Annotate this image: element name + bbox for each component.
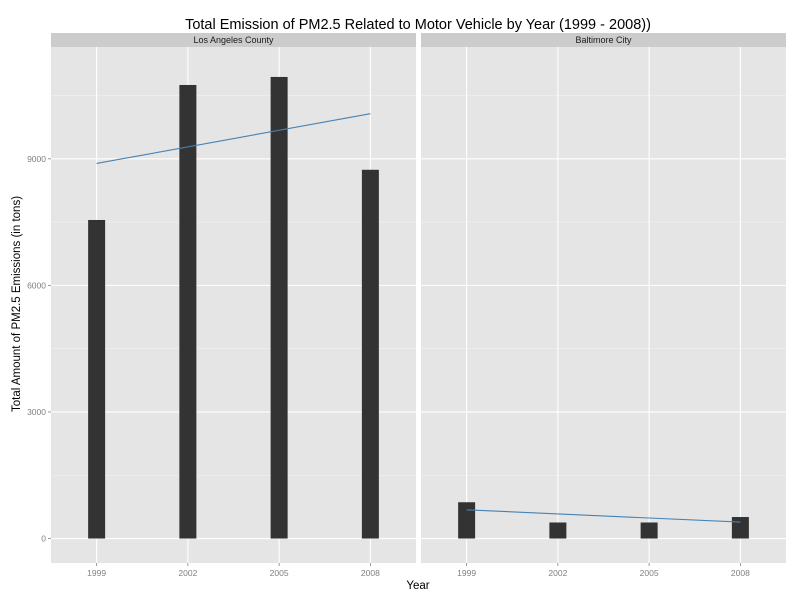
facet-strip-label: Baltimore City [575,35,632,45]
x-tick-label: 1999 [87,568,106,578]
bar-2008 [731,517,749,539]
bar-2005 [640,522,658,539]
bar-2005 [270,76,288,539]
panel-background [421,47,786,563]
bar-2002 [179,84,197,539]
x-tick-label: 2002 [548,568,567,578]
x-tick-label: 1999 [457,568,476,578]
x-tick-label: 2005 [640,568,659,578]
x-tick-label: 2005 [270,568,289,578]
chart-title: Total Emission of PM2.5 Related to Motor… [185,17,651,33]
facet-strip [51,33,416,47]
bar-2002 [549,522,567,539]
y-axis: 0 3000 6000 9000 [27,154,51,544]
y-tick-label: 0 [41,534,46,544]
y-tick-label: 6000 [27,280,46,290]
bar-1999 [458,502,476,539]
x-tick-label: 2008 [731,568,750,578]
facet-strip [421,33,786,47]
y-tick-label: 9000 [27,154,46,164]
bar-1999 [88,219,106,539]
y-tick-label: 3000 [27,407,46,417]
facet-strip-label: Los Angeles County [193,35,274,45]
bar-2008 [361,169,379,539]
trend-line [466,509,741,523]
x-tick-label: 2002 [178,568,197,578]
y-axis-title: Total Amount of PM2.5 Emissions (in tons… [11,196,23,412]
facet-panel-los-angeles-county: Los Angeles County 1999 2002 2005 2008 [51,33,416,578]
panel-background [51,47,416,563]
trend-line [96,113,371,164]
x-tick-label: 2008 [361,568,380,578]
facet-panel-baltimore-city: Baltimore City 1999 2002 2005 2008 [421,33,786,578]
x-axis-title: Year [406,580,429,592]
